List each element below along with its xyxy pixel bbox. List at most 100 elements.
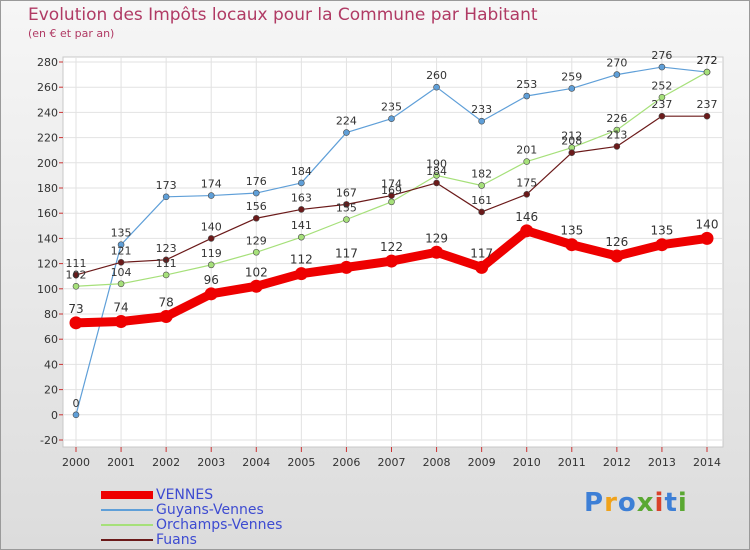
data-label-guyans-vennes: 0 (73, 397, 80, 410)
data-label-orchamps-vennes: 169 (381, 184, 402, 197)
x-tick-label: 2014 (693, 456, 721, 469)
brand-letter: P (584, 488, 605, 518)
x-tick-label: 2009 (468, 456, 496, 469)
x-tick-label: 2003 (197, 456, 225, 469)
grid-lines (63, 57, 723, 447)
point-fuans (703, 112, 711, 120)
point-vennes (159, 310, 173, 324)
data-label-orchamps-vennes: 182 (471, 167, 492, 180)
data-label-guyans-vennes: 270 (606, 57, 627, 70)
data-label-guyans-vennes: 173 (156, 179, 177, 192)
point-fuans (252, 214, 260, 222)
point-vennes (700, 231, 714, 245)
point-fuans (658, 112, 666, 120)
chart-title: Evolution des Impôts locaux pour la Comm… (28, 5, 538, 25)
data-label-vennes: 112 (290, 253, 313, 267)
point-guyans-vennes (658, 63, 666, 71)
y-tick-label: 120 (37, 258, 58, 271)
y-tick-label: -20 (40, 434, 58, 447)
data-label-fuans: 167 (336, 186, 357, 199)
data-label-orchamps-vennes: 104 (111, 266, 132, 279)
data-label-fuans: 156 (246, 200, 267, 213)
data-label-orchamps-vennes: 119 (201, 247, 222, 260)
data-label-orchamps-vennes: 190 (426, 157, 447, 170)
data-label-guyans-vennes: 276 (651, 49, 672, 62)
point-fuans (72, 271, 80, 279)
point-vennes (565, 238, 579, 252)
point-guyans-vennes (72, 411, 80, 419)
y-tick-label: 220 (37, 132, 58, 145)
point-orchamps-vennes (658, 93, 666, 101)
y-tick-label: 200 (37, 157, 58, 170)
y-tick-label: 180 (37, 182, 58, 195)
y-tick-label: 40 (44, 358, 58, 371)
x-tick-label: 2011 (558, 456, 586, 469)
x-tick-label: 2007 (378, 456, 406, 469)
data-label-vennes: 146 (515, 210, 538, 224)
data-label-vennes: 74 (113, 301, 128, 315)
point-guyans-vennes (162, 193, 170, 201)
data-label-guyans-vennes: 259 (561, 70, 582, 83)
brand-letter: i (654, 488, 665, 518)
y-axis: -20 0 20 40 60 80 100 120 140 160 180 200 220 240 260 2… (37, 56, 63, 447)
data-label-guyans-vennes: 176 (246, 175, 267, 188)
point-vennes (430, 245, 444, 259)
y-tick-label: 240 (37, 106, 58, 119)
point-guyans-vennes (298, 179, 305, 187)
point-orchamps-vennes (343, 216, 350, 223)
data-label-vennes: 73 (68, 302, 83, 316)
data-label-fuans: 123 (156, 242, 177, 255)
point-guyans-vennes (207, 192, 215, 199)
point-vennes (294, 267, 308, 281)
x-tick-label: 2012 (603, 456, 631, 469)
data-label-fuans: 140 (201, 220, 222, 233)
point-vennes (520, 224, 534, 238)
data-label-vennes: 135 (650, 224, 673, 238)
data-label-guyans-vennes: 174 (201, 178, 222, 191)
point-orchamps-vennes (613, 126, 621, 134)
data-label-vennes: 140 (696, 217, 719, 231)
x-tick-label: 2001 (107, 456, 135, 469)
data-label-vennes: 126 (605, 235, 628, 249)
y-tick-label: 0 (51, 409, 58, 422)
legend-label-guyans-vennes: Guyans-Vennes (156, 502, 264, 518)
data-label-vennes: 129 (425, 231, 448, 245)
data-label-guyans-vennes: 272 (697, 54, 718, 67)
data-label-orchamps-vennes: 272 (697, 54, 718, 67)
point-orchamps-vennes (72, 282, 80, 290)
point-fuans (433, 179, 440, 187)
y-tick-label: 260 (37, 81, 58, 94)
point-orchamps-vennes (252, 248, 260, 256)
legend-swatch-orchamps-vennes (101, 524, 153, 526)
point-fuans (478, 208, 485, 216)
data-label-orchamps-vennes: 141 (291, 219, 312, 232)
data-label-fuans: 121 (111, 244, 132, 257)
point-fuans (568, 149, 576, 157)
point-vennes (249, 279, 263, 293)
data-label-vennes: 102 (245, 265, 268, 279)
y-tick-label: 160 (37, 207, 58, 220)
data-label-vennes: 135 (560, 224, 583, 238)
point-fuans (388, 192, 395, 199)
data-label-fuans: 237 (651, 98, 672, 111)
legend-label-fuans: Fuans (156, 532, 197, 548)
x-tick-label: 2000 (62, 456, 90, 469)
point-vennes (339, 260, 353, 274)
point-guyans-vennes (568, 85, 576, 92)
brand-letter: t (664, 488, 678, 518)
y-tick-label: 20 (44, 384, 58, 397)
data-label-orchamps-vennes: 252 (651, 79, 672, 92)
x-axis: 2000 2001 2002 2003 2004 2005 2006 2007 2008 2009… (62, 447, 721, 469)
data-label-guyans-vennes: 235 (381, 101, 402, 114)
point-guyans-vennes (343, 129, 350, 136)
data-label-vennes: 117 (335, 246, 358, 260)
brand-letter: i (677, 488, 688, 518)
y-tick-label: 140 (37, 232, 58, 245)
series-points (69, 63, 714, 419)
data-label-guyans-vennes: 253 (516, 78, 537, 91)
point-guyans-vennes (613, 71, 621, 78)
data-label-orchamps-vennes: 155 (336, 202, 357, 215)
data-label-guyans-vennes: 260 (426, 69, 447, 82)
data-label-orchamps-vennes: 201 (516, 144, 537, 157)
